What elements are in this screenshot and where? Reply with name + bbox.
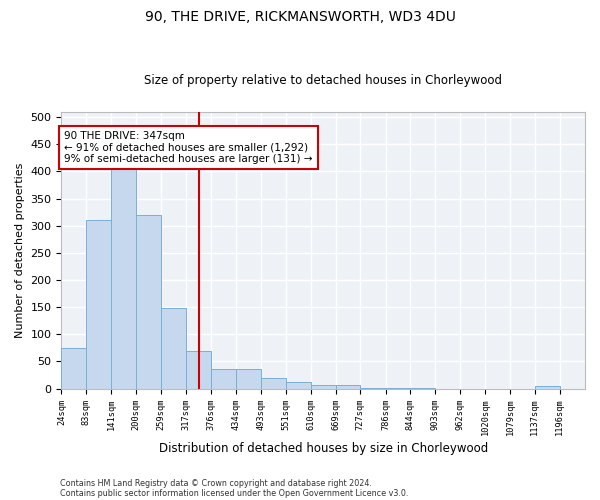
- Bar: [286, 382, 311, 388]
- Bar: [161, 308, 186, 388]
- Bar: [111, 167, 136, 388]
- Title: Size of property relative to detached houses in Chorleywood: Size of property relative to detached ho…: [144, 74, 502, 87]
- Bar: [61, 348, 86, 389]
- Bar: [86, 220, 111, 388]
- Text: 90 THE DRIVE: 347sqm
← 91% of detached houses are smaller (1,292)
9% of semi-det: 90 THE DRIVE: 347sqm ← 91% of detached h…: [64, 131, 313, 164]
- X-axis label: Distribution of detached houses by size in Chorleywood: Distribution of detached houses by size …: [158, 442, 488, 455]
- Bar: [535, 386, 560, 388]
- Text: 90, THE DRIVE, RICKMANSWORTH, WD3 4DU: 90, THE DRIVE, RICKMANSWORTH, WD3 4DU: [145, 10, 455, 24]
- Bar: [261, 378, 286, 388]
- Bar: [336, 385, 361, 388]
- Bar: [311, 385, 336, 388]
- Text: Contains public sector information licensed under the Open Government Licence v3: Contains public sector information licen…: [60, 488, 409, 498]
- Y-axis label: Number of detached properties: Number of detached properties: [15, 162, 25, 338]
- Bar: [236, 369, 261, 388]
- Bar: [186, 350, 211, 389]
- Bar: [136, 216, 161, 388]
- Text: Contains HM Land Registry data © Crown copyright and database right 2024.: Contains HM Land Registry data © Crown c…: [60, 478, 372, 488]
- Bar: [211, 369, 236, 388]
